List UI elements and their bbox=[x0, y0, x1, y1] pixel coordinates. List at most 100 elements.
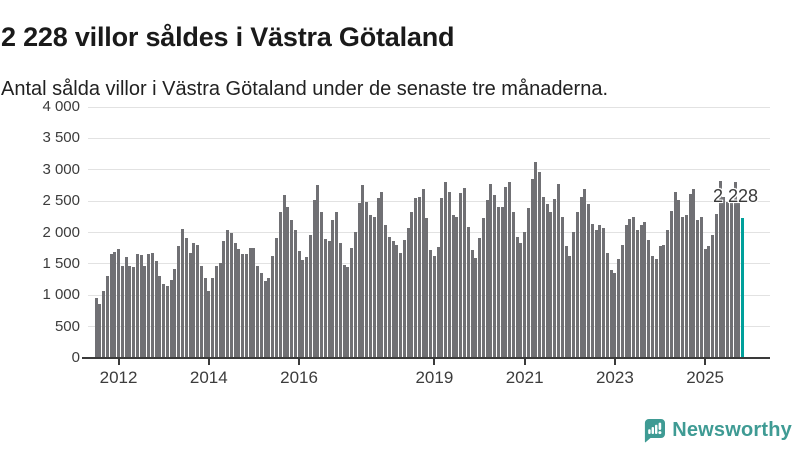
bar bbox=[263, 280, 267, 358]
bar bbox=[496, 206, 500, 358]
bar bbox=[662, 245, 666, 358]
bar bbox=[162, 283, 166, 358]
bar bbox=[519, 243, 523, 358]
bar bbox=[365, 201, 369, 358]
bar bbox=[553, 198, 557, 358]
bar bbox=[237, 249, 241, 358]
bar bbox=[252, 248, 256, 358]
newsworthy-logo-icon bbox=[642, 418, 666, 443]
bar bbox=[207, 290, 211, 358]
bar bbox=[139, 255, 143, 358]
bar bbox=[474, 258, 478, 358]
bar bbox=[459, 192, 463, 358]
bar bbox=[218, 262, 222, 358]
bar bbox=[508, 181, 512, 358]
bar bbox=[681, 216, 685, 358]
bar bbox=[575, 211, 579, 358]
gridline bbox=[88, 137, 770, 139]
bar bbox=[278, 211, 282, 358]
bar bbox=[429, 250, 433, 358]
bar bbox=[692, 189, 696, 358]
bar bbox=[688, 193, 692, 358]
bar bbox=[737, 200, 741, 358]
bar bbox=[361, 184, 365, 358]
bar bbox=[327, 240, 331, 358]
bar bbox=[135, 254, 139, 358]
bar bbox=[342, 265, 346, 358]
bar bbox=[124, 256, 128, 358]
bar bbox=[169, 279, 173, 358]
bar bbox=[357, 203, 361, 358]
bar bbox=[229, 233, 233, 358]
gridline bbox=[88, 232, 770, 233]
bar bbox=[173, 268, 177, 358]
bar bbox=[120, 266, 124, 358]
y-tick-label: 500 bbox=[54, 317, 80, 335]
gridline bbox=[88, 294, 770, 296]
bar bbox=[98, 304, 102, 358]
bar bbox=[613, 272, 617, 358]
bar bbox=[647, 240, 651, 358]
bar bbox=[323, 239, 327, 358]
bar bbox=[635, 229, 639, 358]
bar bbox=[493, 194, 497, 358]
bar bbox=[165, 285, 169, 358]
bar bbox=[425, 218, 429, 358]
y-tick-label: 0 bbox=[71, 349, 80, 366]
bar bbox=[673, 192, 677, 358]
bar bbox=[451, 214, 455, 358]
bar bbox=[666, 229, 670, 358]
bar bbox=[312, 199, 316, 358]
bar bbox=[402, 240, 406, 358]
bar bbox=[699, 216, 703, 358]
y-tick-label: 1 500 bbox=[42, 254, 80, 272]
chart-subtitle: Antal sålda villor i Västra Götaland und… bbox=[1, 78, 609, 100]
bar bbox=[406, 228, 410, 358]
bar bbox=[421, 189, 425, 358]
x-tick-label: 2025 bbox=[686, 368, 725, 387]
bar bbox=[703, 249, 707, 358]
bar bbox=[444, 181, 448, 358]
bar bbox=[515, 236, 519, 358]
bar bbox=[572, 231, 576, 358]
bar bbox=[387, 236, 391, 358]
bar bbox=[308, 235, 312, 358]
bar bbox=[391, 241, 395, 358]
bar bbox=[226, 229, 230, 358]
bar bbox=[481, 218, 485, 358]
y-tick-label: 3 500 bbox=[42, 129, 80, 147]
bar bbox=[271, 256, 275, 358]
gridline bbox=[88, 326, 770, 328]
bar bbox=[639, 224, 643, 358]
x-tick-label: 2012 bbox=[99, 368, 138, 387]
bar bbox=[658, 246, 662, 358]
bar bbox=[677, 200, 681, 358]
bar bbox=[432, 256, 436, 358]
gridline bbox=[88, 200, 770, 202]
bar bbox=[128, 266, 132, 358]
bar bbox=[305, 256, 309, 358]
bar bbox=[180, 229, 184, 358]
bar bbox=[579, 197, 583, 358]
bar bbox=[203, 278, 207, 358]
bar bbox=[290, 219, 294, 358]
bar bbox=[105, 275, 109, 358]
bar bbox=[466, 226, 470, 358]
bar bbox=[376, 197, 380, 358]
bar bbox=[414, 197, 418, 358]
bar bbox=[372, 216, 376, 358]
page-title: 2 228 villor såldes i Västra Götaland bbox=[1, 22, 455, 53]
bar bbox=[718, 181, 722, 358]
bar bbox=[511, 211, 515, 358]
x-tick-label: 2021 bbox=[505, 368, 544, 387]
gridline bbox=[88, 263, 770, 265]
bar bbox=[609, 269, 613, 358]
y-tick-label: 1 000 bbox=[42, 286, 80, 304]
bar bbox=[462, 187, 466, 358]
bar bbox=[470, 250, 474, 358]
bar bbox=[726, 202, 730, 358]
bar bbox=[504, 186, 508, 358]
bar bbox=[722, 197, 726, 358]
bar bbox=[598, 224, 602, 358]
x-tick-mark bbox=[433, 359, 436, 365]
